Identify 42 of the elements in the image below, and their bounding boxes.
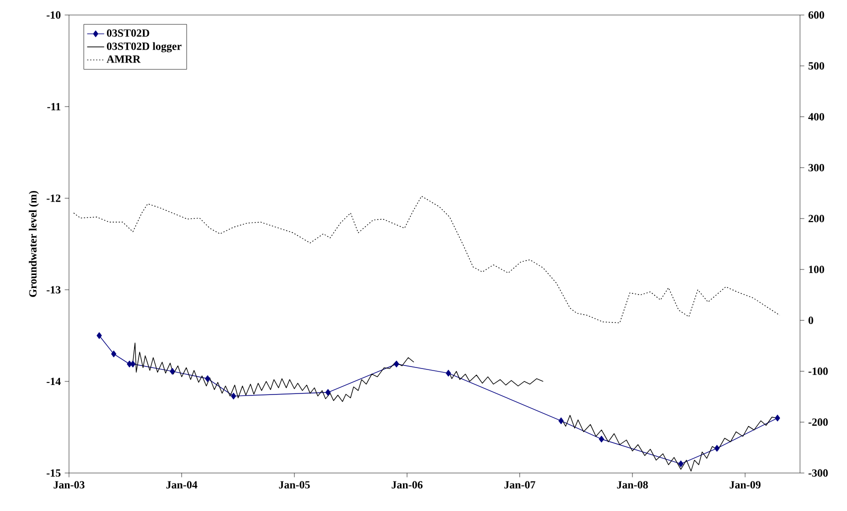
legend-label: 03ST02D [106, 29, 150, 37]
point [111, 350, 116, 358]
point [446, 370, 451, 376]
y-axis-title: Groundwater level (m) [28, 191, 39, 297]
y2-tick-label: 500 [808, 62, 824, 70]
x-tick-label: Jan-05 [279, 481, 310, 488]
point [130, 360, 136, 368]
point [205, 375, 210, 382]
point [598, 436, 604, 442]
y2-tick-label: 0 [808, 316, 814, 324]
x-tick-label: Jan-06 [392, 481, 423, 488]
y2-tick-label: -300 [808, 469, 828, 477]
y-tick-label: -13 [46, 286, 61, 294]
y-tick-label: -12 [46, 194, 60, 202]
x-tick-label: Jan-03 [54, 481, 84, 488]
point [678, 460, 684, 468]
y-tick-label: -11 [47, 102, 60, 110]
y2-tick-label: -200 [808, 418, 828, 426]
y-tick-label: -15 [46, 469, 60, 477]
x-tick-label: Jan-09 [730, 481, 761, 488]
point [394, 360, 400, 368]
point [558, 417, 564, 424]
y2-tick-label: 300 [808, 164, 824, 172]
point [774, 414, 780, 422]
point [714, 444, 720, 452]
point [325, 389, 331, 396]
x-tick-label: Jan-08 [617, 481, 648, 488]
y2-tick-label: 200 [808, 214, 824, 222]
line-series [73, 196, 780, 324]
legend-label: 03ST02D logger [106, 42, 182, 52]
point [170, 368, 175, 375]
y-tick-label: -14 [46, 378, 61, 386]
x-tick-label: Jan-07 [504, 481, 536, 488]
point [230, 392, 236, 400]
y-tick-label: -10 [46, 11, 60, 19]
y2-tick-label: 400 [808, 113, 824, 120]
x-tick-label: Jan-04 [166, 481, 198, 488]
legend-label: AMRR [106, 55, 141, 63]
y2-tick-label: 100 [808, 266, 824, 274]
y2-tick-label: 600 [808, 11, 824, 19]
y2-tick-label: -100 [808, 368, 828, 375]
point [96, 332, 102, 339]
